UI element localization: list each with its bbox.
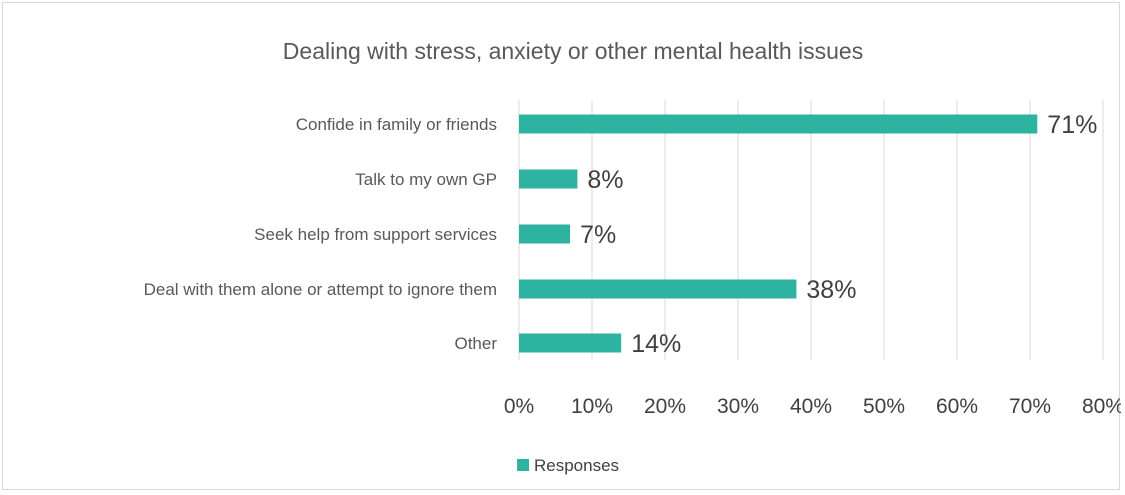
legend-swatch [517, 459, 529, 471]
data-label: 38% [806, 276, 856, 304]
category-label: Deal with them alone or attempt to ignor… [144, 280, 497, 299]
x-tick-label: 30% [717, 395, 759, 418]
bar [519, 333, 622, 353]
bar [519, 169, 578, 189]
data-label: 71% [1047, 111, 1097, 139]
x-tick-label: 40% [790, 395, 832, 418]
category-label: Seek help from support services [254, 225, 497, 244]
x-tick-label: 0% [504, 395, 534, 418]
legend-label: Responses [534, 456, 619, 475]
x-tick-label: 80% [1082, 395, 1121, 418]
data-labels: 71% 8% 7% 38% 14% [580, 111, 1097, 358]
category-labels: Confide in family or friends Talk to my o… [144, 115, 498, 353]
x-axis-tick-labels: 0% 10% 20% 30% 40% 50% 60% 70% 80% [504, 395, 1121, 418]
category-label: Other [454, 334, 497, 353]
data-label: 7% [580, 221, 616, 249]
data-label: 14% [631, 330, 681, 358]
gridlines [518, 100, 1104, 360]
x-tick-label: 50% [863, 395, 905, 418]
bar [519, 279, 797, 299]
legend: Responses [517, 456, 619, 475]
x-tick-label: 70% [1009, 395, 1051, 418]
category-label: Confide in family or friends [296, 115, 497, 134]
category-label: Talk to my own GP [355, 170, 497, 189]
bars [519, 114, 1038, 353]
data-label: 8% [587, 166, 623, 194]
x-tick-label: 10% [571, 395, 613, 418]
bar [519, 114, 1038, 134]
x-tick-label: 20% [644, 395, 686, 418]
bar-chart: Dealing with stress, anxiety or other me… [144, 38, 1121, 475]
chart-title: Dealing with stress, anxiety or other me… [283, 38, 863, 64]
x-tick-label: 60% [936, 395, 978, 418]
bar [519, 224, 571, 244]
